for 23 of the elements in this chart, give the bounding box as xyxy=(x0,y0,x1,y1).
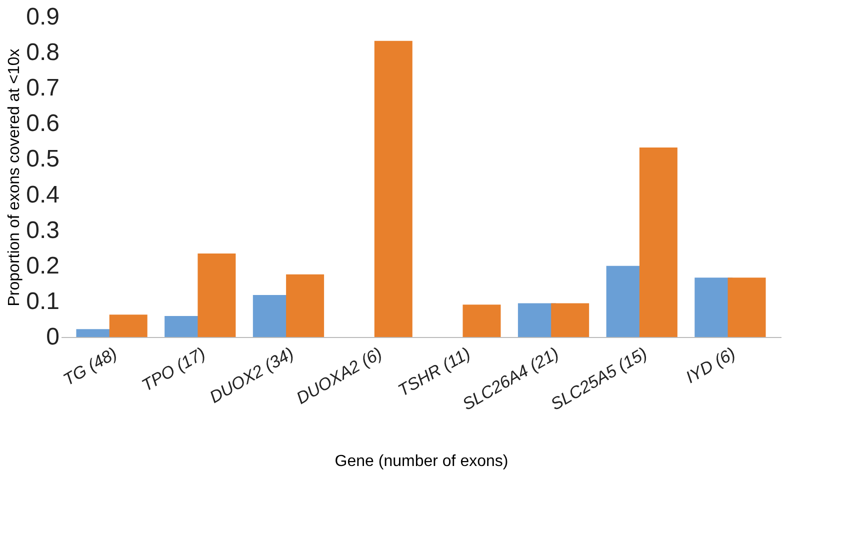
bar xyxy=(728,278,766,337)
y-tick-label: 0.8 xyxy=(26,39,60,66)
y-tick-label: 0.9 xyxy=(26,4,60,30)
bar xyxy=(551,303,590,337)
y-tick-label: 0.3 xyxy=(26,216,60,244)
bar xyxy=(374,40,412,337)
x-tick-label: TG (48) xyxy=(60,344,120,390)
bar xyxy=(109,314,148,337)
bar xyxy=(639,147,678,337)
x-tick-label: IYD (6) xyxy=(682,344,739,388)
y-tick-label: 0.4 xyxy=(26,181,60,208)
y-tick-label: 0.1 xyxy=(26,288,60,315)
y-tick-label: 0.6 xyxy=(26,110,60,138)
bar xyxy=(462,304,501,337)
y-axis-title: Proportion of exons covered at <10x xyxy=(6,48,24,306)
bar xyxy=(198,253,236,337)
y-tick-label: 0 xyxy=(46,324,60,350)
y-tick-label: 0.5 xyxy=(26,146,60,173)
x-axis-title: Gene (number of exons) xyxy=(334,453,508,470)
bar xyxy=(286,274,324,337)
x-tick-label: TPO (17) xyxy=(138,344,209,396)
y-tick-label: 0.7 xyxy=(26,74,60,102)
y-tick-label: 0.2 xyxy=(26,252,60,280)
